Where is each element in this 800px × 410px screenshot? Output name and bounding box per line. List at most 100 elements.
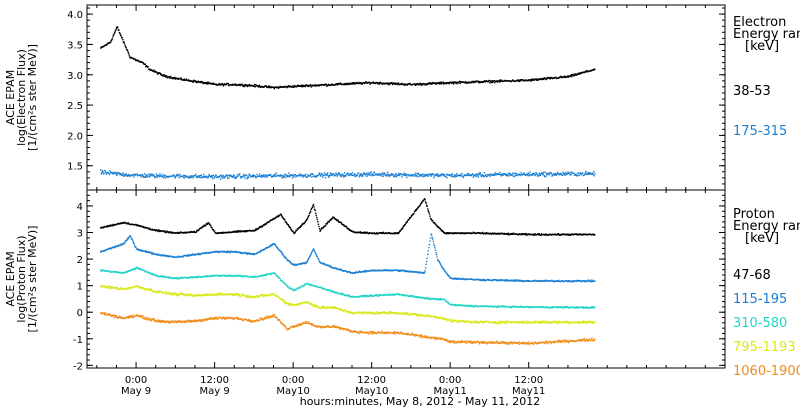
- data-point: [454, 174, 456, 176]
- data-point: [339, 175, 342, 177]
- data-point: [474, 81, 476, 83]
- data-point: [101, 171, 103, 174]
- data-point: [235, 251, 237, 254]
- legend-title: [keV]: [745, 39, 779, 54]
- data-point: [591, 280, 593, 283]
- data-point: [532, 173, 534, 176]
- data-point: [440, 229, 442, 231]
- data-point: [400, 83, 403, 85]
- data-point: [387, 174, 389, 177]
- data-point: [460, 174, 462, 176]
- data-point: [309, 211, 311, 213]
- data-point: [500, 174, 502, 176]
- data-point: [263, 86, 265, 88]
- data-point: [111, 171, 113, 174]
- data-point: [588, 172, 590, 174]
- data-point: [363, 270, 366, 272]
- data-point: [282, 216, 284, 218]
- data-point: [344, 83, 346, 86]
- data-point: [252, 176, 254, 178]
- data-point: [435, 252, 437, 254]
- data-point: [433, 175, 436, 177]
- data-point: [164, 254, 166, 256]
- data-point: [529, 79, 532, 81]
- data-point: [494, 81, 496, 84]
- data-point: [191, 80, 193, 82]
- data-point: [124, 242, 126, 244]
- data-point: [444, 298, 446, 301]
- data-point: [200, 174, 203, 177]
- data-point: [347, 82, 349, 84]
- data-point: [131, 287, 133, 289]
- data-point: [467, 172, 470, 175]
- data-point: [339, 174, 341, 176]
- data-point: [437, 259, 439, 262]
- data-point: [178, 177, 181, 179]
- data-point: [435, 82, 437, 84]
- data-point: [157, 73, 160, 75]
- data-point: [222, 85, 224, 87]
- data-point: [127, 50, 129, 52]
- data-point: [163, 231, 166, 233]
- data-point: [107, 226, 109, 228]
- data-point: [197, 276, 200, 278]
- data-point: [253, 276, 255, 279]
- y-axis-label: [1/(cm²s ster MeV)]: [26, 226, 39, 333]
- data-point: [428, 243, 431, 246]
- y-tick-label: 2: [77, 255, 83, 266]
- data-point: [575, 307, 577, 309]
- data-point: [182, 176, 184, 178]
- data-point: [433, 245, 436, 247]
- data-point: [362, 173, 365, 175]
- data-point: [376, 294, 378, 296]
- data-point: [482, 231, 484, 234]
- data-point: [354, 175, 356, 178]
- data-point: [482, 279, 484, 282]
- data-point: [529, 171, 531, 173]
- data-point: [419, 271, 422, 273]
- data-point: [429, 237, 432, 239]
- data-point: [411, 175, 414, 177]
- data-point: [222, 83, 224, 86]
- data-point: [311, 206, 314, 208]
- data-point: [150, 173, 152, 176]
- data-point: [285, 174, 287, 176]
- data-point: [313, 250, 316, 252]
- data-point: [102, 227, 105, 229]
- data-point: [563, 306, 565, 308]
- data-point: [434, 83, 437, 85]
- data-point: [423, 198, 426, 200]
- data-point: [432, 173, 434, 176]
- data-point: [511, 80, 514, 82]
- data-point: [100, 169, 102, 171]
- data-point: [136, 266, 138, 268]
- data-point: [289, 175, 292, 177]
- data-point: [567, 75, 569, 77]
- data-point: [491, 80, 493, 82]
- data-point: [112, 172, 115, 174]
- data-point: [432, 240, 434, 243]
- data-point: [559, 174, 561, 176]
- data-point: [192, 81, 194, 83]
- data-point: [473, 80, 475, 83]
- data-point: [562, 171, 564, 174]
- data-point: [572, 73, 574, 76]
- data-point: [265, 174, 267, 176]
- data-point: [429, 82, 432, 85]
- data-point: [455, 174, 457, 176]
- data-point: [150, 251, 152, 253]
- data-point: [286, 86, 289, 88]
- data-point: [283, 175, 285, 178]
- data-point: [244, 251, 246, 254]
- data-point: [191, 254, 193, 257]
- data-point: [257, 84, 259, 87]
- data-point: [321, 173, 323, 176]
- data-point: [156, 254, 159, 256]
- data-point: [113, 32, 116, 34]
- data-point: [287, 85, 289, 87]
- data-point: [417, 206, 420, 208]
- data-point: [317, 174, 320, 176]
- data-point: [269, 273, 272, 276]
- data-point: [243, 85, 245, 88]
- data-point: [341, 294, 343, 296]
